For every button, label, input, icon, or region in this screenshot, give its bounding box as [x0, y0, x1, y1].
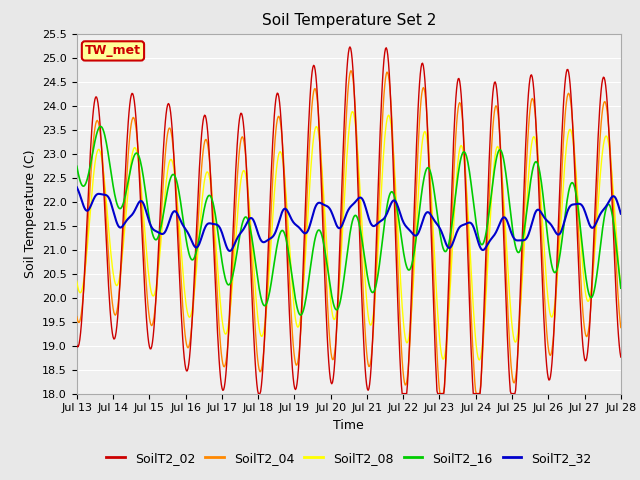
SoilT2_08 [617, 284, 625, 290]
SoilT2_04 [83, 243, 90, 249]
SoilT2_16 [297, 312, 305, 318]
Text: TW_met: TW_met [85, 44, 141, 58]
Y-axis label: Soil Temperature (C): Soil Temperature (C) [24, 149, 36, 278]
SoilT2_04 [139, 221, 147, 227]
Line: SoilT2_16: SoilT2_16 [77, 126, 621, 315]
SoilT2_32 [73, 184, 81, 190]
Legend: SoilT2_02, SoilT2_04, SoilT2_08, SoilT2_16, SoilT2_32: SoilT2_02, SoilT2_04, SoilT2_08, SoilT2_… [101, 447, 596, 469]
SoilT2_16 [433, 204, 440, 209]
SoilT2_02 [433, 373, 440, 379]
SoilT2_16 [617, 285, 625, 291]
SoilT2_08 [83, 252, 90, 257]
Line: SoilT2_08: SoilT2_08 [77, 112, 621, 360]
SoilT2_02 [417, 71, 424, 77]
SoilT2_02 [139, 245, 147, 251]
SoilT2_04 [416, 118, 424, 123]
SoilT2_02 [617, 354, 625, 360]
SoilT2_08 [194, 249, 202, 254]
SoilT2_16 [195, 238, 202, 243]
SoilT2_02 [346, 44, 354, 50]
SoilT2_04 [617, 324, 625, 330]
SoilT2_02 [255, 391, 262, 396]
SoilT2_02 [73, 342, 81, 348]
SoilT2_08 [431, 270, 439, 276]
Line: SoilT2_02: SoilT2_02 [77, 47, 621, 394]
SoilT2_16 [73, 163, 81, 169]
SoilT2_16 [97, 123, 104, 129]
SoilT2_08 [476, 357, 483, 363]
SoilT2_04 [431, 316, 439, 322]
SoilT2_04 [436, 391, 444, 396]
SoilT2_08 [223, 330, 230, 336]
SoilT2_08 [73, 278, 81, 284]
Line: SoilT2_32: SoilT2_32 [77, 187, 621, 251]
SoilT2_04 [194, 224, 202, 230]
SoilT2_04 [73, 314, 81, 320]
SoilT2_32 [226, 248, 234, 254]
SoilT2_32 [139, 199, 147, 205]
SoilT2_32 [83, 208, 90, 214]
SoilT2_16 [417, 201, 424, 206]
SoilT2_02 [194, 196, 202, 202]
Line: SoilT2_04: SoilT2_04 [77, 71, 621, 394]
SoilT2_04 [347, 68, 355, 74]
X-axis label: Time: Time [333, 419, 364, 432]
SoilT2_32 [431, 219, 439, 225]
SoilT2_16 [83, 178, 90, 184]
SoilT2_02 [223, 362, 230, 368]
SoilT2_16 [223, 281, 231, 287]
SoilT2_08 [416, 171, 424, 177]
SoilT2_32 [617, 211, 625, 216]
SoilT2_08 [139, 202, 147, 208]
SoilT2_32 [194, 244, 202, 250]
SoilT2_04 [223, 354, 230, 360]
SoilT2_08 [348, 109, 356, 115]
SoilT2_16 [140, 174, 147, 180]
SoilT2_32 [416, 228, 424, 233]
SoilT2_32 [223, 244, 230, 250]
Title: Soil Temperature Set 2: Soil Temperature Set 2 [262, 13, 436, 28]
SoilT2_02 [83, 226, 90, 231]
